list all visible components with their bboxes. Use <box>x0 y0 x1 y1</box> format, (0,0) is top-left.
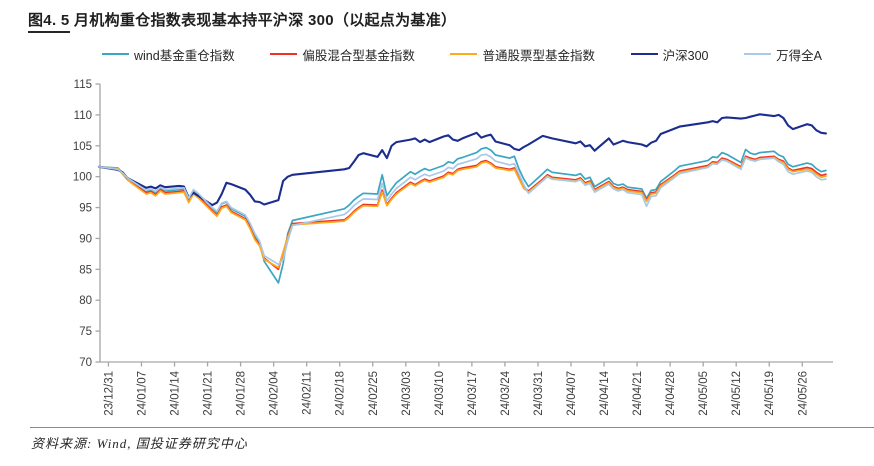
x-tick-label: 24/05/05 <box>698 371 710 416</box>
x-tick-label: 24/01/21 <box>203 371 215 416</box>
legend-swatch <box>630 52 658 56</box>
y-tick-label: 115 <box>74 79 92 91</box>
series-line-5 <box>98 153 827 266</box>
y-tick-label: 70 <box>79 357 92 369</box>
y-tick-label: 110 <box>74 110 92 122</box>
legend-item-5: 万得全A <box>744 45 822 64</box>
legend-swatch <box>744 52 772 56</box>
x-tick-label: 23/12/31 <box>103 371 115 416</box>
x-tick-label: 24/04/14 <box>599 370 611 415</box>
y-tick-label: 90 <box>79 233 92 245</box>
x-tick-label: 24/05/12 <box>731 371 743 416</box>
x-tick-label: 24/03/03 <box>401 371 413 416</box>
source-note: 资料来源: Wind, 国投证券研究中心 <box>31 436 248 451</box>
x-tick-label: 24/04/21 <box>632 371 644 416</box>
x-tick-label: 24/01/07 <box>136 371 148 416</box>
figure-title: 图4. 5 月机构重仓指数表现基本持平沪深 300（以起点为基准） <box>28 9 457 33</box>
x-tick-label: 24/03/24 <box>500 370 512 415</box>
legend-swatch <box>102 52 129 56</box>
legend-label: 偏股混合型基金指数 <box>302 48 415 63</box>
legend-swatch <box>270 52 298 56</box>
x-tick-label: 24/02/18 <box>335 371 347 416</box>
footer-divider <box>30 427 874 428</box>
x-tick-label: 24/03/17 <box>467 371 479 416</box>
legend-label: 普通股票型基金指数 <box>482 48 595 63</box>
x-tick-label: 24/04/07 <box>566 371 578 416</box>
x-tick-label: 24/02/11 <box>302 371 314 415</box>
legend-label: wind基金重仓指数 <box>134 48 235 63</box>
x-tick-label: 24/02/25 <box>368 371 380 416</box>
legend-swatch <box>450 52 478 56</box>
y-tick-label: 100 <box>73 172 92 184</box>
legend-item-4: 沪深300 <box>630 45 709 64</box>
line-chart: 70 75 80 85 90 95 100 105 110 115 23/12/31 24/01/07… <box>73 79 833 416</box>
series-line-4 <box>97 113 827 207</box>
y-tick-label: 80 <box>79 295 92 307</box>
x-tick-label: 24/03/10 <box>434 371 446 416</box>
x-tick-label: 24/05/26 <box>797 371 809 416</box>
legend-label: 沪深300 <box>662 48 709 63</box>
y-tick-label: 75 <box>79 326 92 338</box>
chart-legend: wind基金重仓指数 偏股混合型基金指数 普通股票型基金指数 沪深300 万得全A <box>102 45 822 64</box>
x-tick-label: 24/05/19 <box>764 371 776 416</box>
series-line-2 <box>98 155 827 271</box>
series-line-3 <box>98 156 827 269</box>
x-tick-label: 24/04/28 <box>665 371 677 416</box>
y-tick-label: 95 <box>79 203 92 215</box>
legend-item-2: 偏股混合型基金指数 <box>270 45 415 64</box>
x-tick-label: 24/02/04 <box>269 370 281 415</box>
x-tick-label: 24/01/28 <box>236 371 248 416</box>
legend-item-1: wind基金重仓指数 <box>102 45 235 64</box>
x-tick-label: 24/03/31 <box>533 371 545 416</box>
figure-number: 图4. 5 <box>28 12 70 33</box>
y-tick-label: 85 <box>79 264 92 276</box>
legend-label: 万得全A <box>776 48 822 63</box>
y-tick-label: 105 <box>73 141 92 153</box>
legend-item-3: 普通股票型基金指数 <box>450 45 595 64</box>
axis-lines <box>99 84 833 363</box>
x-tick-label: 24/01/14 <box>170 370 182 415</box>
figure-title-text: 月机构重仓指数表现基本持平沪深 300（以起点为基准） <box>69 12 457 29</box>
